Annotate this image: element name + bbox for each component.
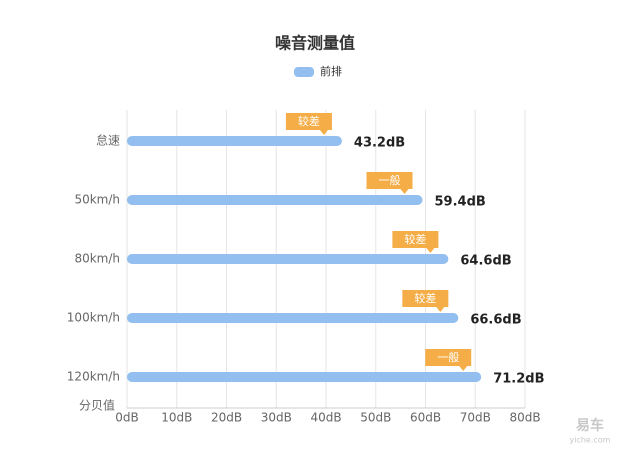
legend-swatch — [294, 67, 314, 77]
rating-label: 一般 — [437, 351, 459, 364]
rating-badge — [366, 172, 413, 189]
x-tick-label: 60dB — [410, 411, 441, 425]
y-tick-label: 120km/h — [67, 370, 120, 384]
y-axis-title: 分贝值 — [79, 398, 115, 413]
rating-pointer — [436, 307, 445, 312]
rating-badge — [285, 113, 332, 130]
rating-label: 较差 — [404, 232, 426, 246]
value-label: 71.2dB — [493, 372, 544, 387]
legend-label: 前排 — [320, 64, 342, 78]
rating-badge — [392, 231, 439, 248]
watermark-brand: 易车 — [576, 417, 604, 434]
rating-pointer — [426, 248, 435, 253]
x-tick-label: 40dB — [310, 411, 341, 425]
value-label: 43.2dB — [354, 136, 405, 151]
rating-pointer — [400, 189, 409, 194]
y-tick-label: 怠速 — [96, 134, 120, 148]
rating-label: 较差 — [414, 291, 436, 305]
x-tick-label: 30dB — [261, 411, 292, 425]
rating-badge — [425, 349, 472, 366]
rating-badge — [402, 290, 449, 307]
y-tick-label: 100km/h — [67, 311, 120, 325]
x-tick-label: 80dB — [509, 411, 540, 425]
chart-title: 噪音测量值 — [275, 34, 355, 53]
y-tick-label: 50km/h — [74, 193, 120, 207]
x-tick-label: 10dB — [161, 411, 192, 425]
rating-pointer — [319, 130, 328, 135]
bar — [127, 254, 449, 264]
value-label: 66.6dB — [470, 313, 521, 328]
watermark-site: yiche.com — [570, 436, 611, 445]
bar — [127, 136, 342, 146]
bar — [127, 313, 459, 323]
y-tick-label: 80km/h — [74, 252, 120, 266]
rating-label: 较差 — [298, 114, 320, 128]
bar — [127, 195, 423, 205]
value-label: 64.6dB — [460, 254, 511, 269]
rating-pointer — [459, 366, 468, 371]
bar — [127, 372, 482, 382]
x-tick-label: 50dB — [360, 411, 391, 425]
x-tick-label: 70dB — [460, 411, 491, 425]
x-tick-label: 0dB — [115, 411, 138, 425]
rating-label: 一般 — [379, 174, 401, 187]
value-label: 59.4dB — [435, 195, 486, 210]
x-tick-label: 20dB — [211, 411, 242, 425]
